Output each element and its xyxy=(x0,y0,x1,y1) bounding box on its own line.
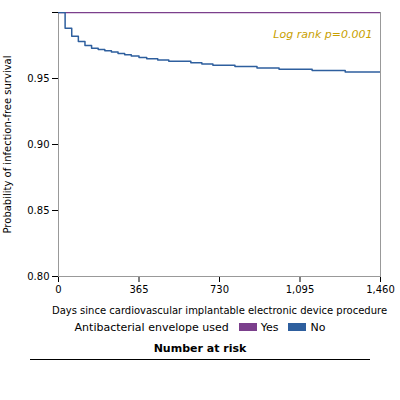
svg-text:Probability of infection-free: Probability of infection-free survival xyxy=(2,56,13,234)
svg-text:730: 730 xyxy=(210,284,229,295)
svg-text:0: 0 xyxy=(55,284,61,295)
svg-text:0.95: 0.95 xyxy=(27,73,49,84)
svg-text:0.90: 0.90 xyxy=(27,139,49,150)
html-text:Yes: Yes xyxy=(260,320,279,334)
html-text:No: No xyxy=(310,320,326,334)
svg-text:1,460: 1,460 xyxy=(366,284,395,295)
svg-text:365: 365 xyxy=(129,284,148,295)
html-text:Number at risk: Number at risk xyxy=(153,342,247,355)
svg-text:0.80: 0.80 xyxy=(27,271,49,282)
html-text:Antibacterial envelope used: Antibacterial envelope used xyxy=(74,320,229,334)
svg-text:Log rank p=0.001: Log rank p=0.001 xyxy=(273,28,372,41)
svg-text:Days since cardiovascular impl: Days since cardiovascular implantable el… xyxy=(52,305,387,316)
svg-text:0.85: 0.85 xyxy=(27,205,49,216)
svg-text:1,095: 1,095 xyxy=(286,284,315,295)
